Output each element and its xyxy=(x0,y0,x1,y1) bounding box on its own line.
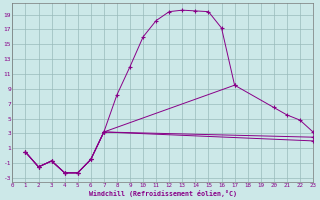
X-axis label: Windchill (Refroidissement éolien,°C): Windchill (Refroidissement éolien,°C) xyxy=(89,190,237,197)
